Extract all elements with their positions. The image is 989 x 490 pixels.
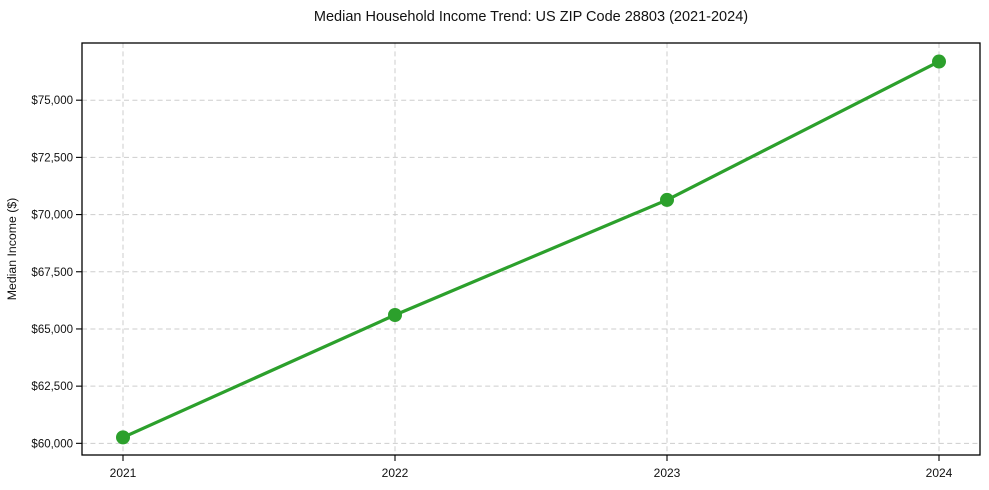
data-point-marker <box>660 192 674 207</box>
y-tick-label: $67,500 <box>31 267 73 279</box>
x-tick-label: 2023 <box>654 466 681 480</box>
y-axis-label: Median Income ($) <box>5 198 19 301</box>
y-tick-label: $75,000 <box>31 95 73 107</box>
data-point-marker <box>116 430 130 445</box>
y-tick-label: $60,000 <box>31 438 73 450</box>
data-point-marker <box>388 307 402 322</box>
y-tick-label: $70,000 <box>31 210 73 222</box>
plot-border <box>81 42 981 456</box>
y-tick-label: $72,500 <box>31 152 73 164</box>
grid-lines <box>82 43 980 455</box>
x-tick-label: 2022 <box>382 466 409 480</box>
axis-ticks <box>76 99 940 461</box>
tick-labels: $60,000 $62,500 $65,000 $67,500 $70,000 $72,5… <box>31 95 952 480</box>
data-point-marker <box>932 54 946 69</box>
x-tick-label: 2021 <box>110 466 137 480</box>
x-tick-label: 2024 <box>926 466 953 480</box>
data-series <box>116 54 946 445</box>
y-tick-label: $65,000 <box>31 324 73 336</box>
y-tick-label: $62,500 <box>31 381 73 393</box>
income-trend-line <box>121 59 941 439</box>
chart-title: Median Household Income Trend: US ZIP Co… <box>314 9 748 25</box>
